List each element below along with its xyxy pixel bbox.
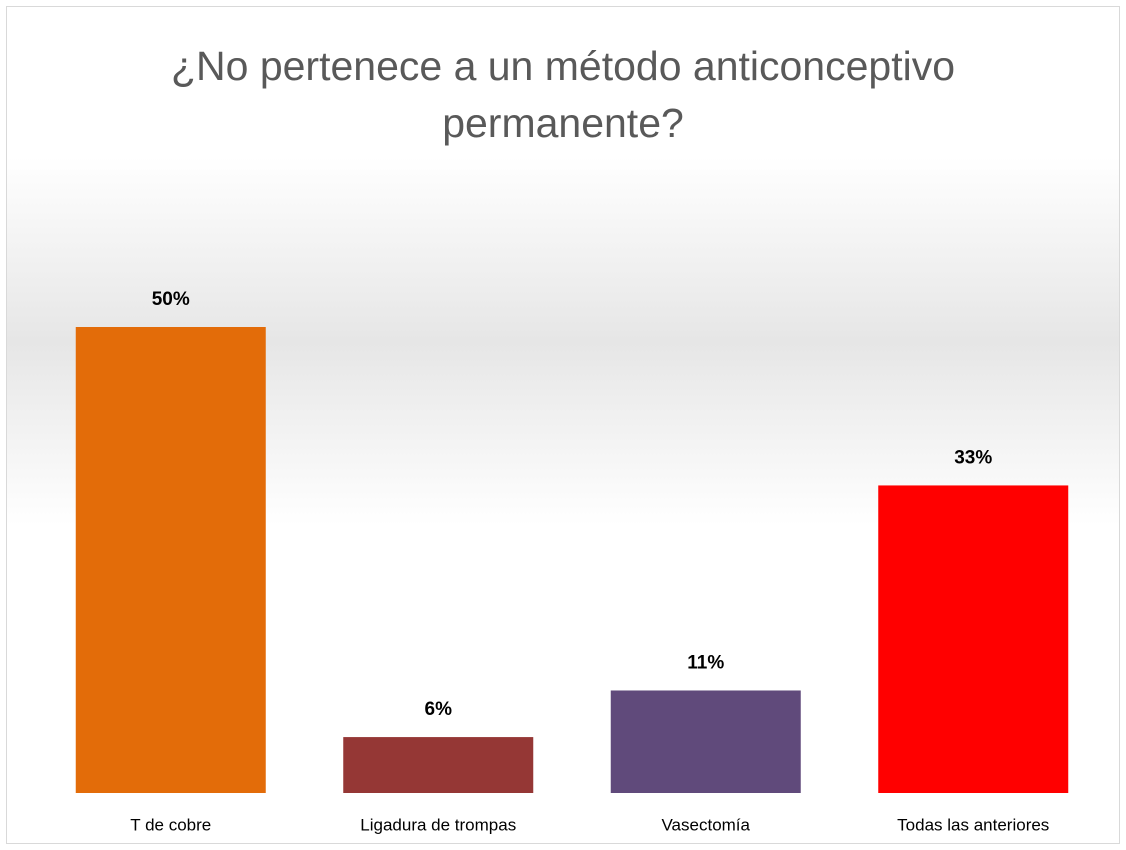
x-tick-label: Todas las anteriores [897,815,1049,834]
x-tick-label: Vasectomía [661,815,750,834]
bar [343,737,534,793]
bar [75,327,266,793]
value-label: 6% [425,699,453,720]
value-label: 50% [152,289,190,310]
bar [878,485,1069,793]
x-tick-label: T de cobre [130,815,211,834]
x-tick-label: Ligadura de trompas [360,815,516,834]
value-label: 33% [954,447,992,468]
bar [610,690,801,793]
chart-title: ¿No pertenece a un método anticonceptivo… [170,43,956,146]
value-label: 11% [687,652,724,673]
